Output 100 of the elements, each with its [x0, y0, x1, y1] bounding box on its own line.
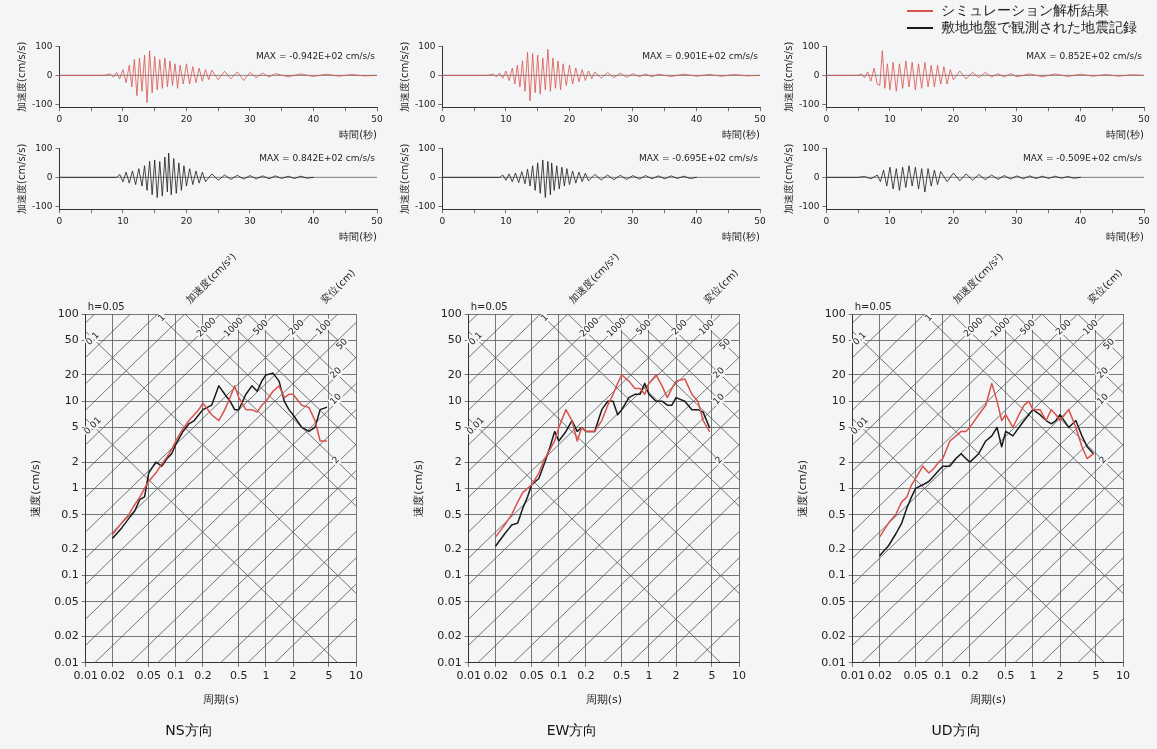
x-tick-label: 30	[1011, 215, 1023, 226]
y-tick-label: 100	[824, 306, 846, 320]
x-axis-title: 時間(秒)	[339, 230, 378, 242]
text: h=0.05	[854, 300, 892, 312]
y-tick-label: 100	[802, 40, 820, 51]
x-tick-label: 0.1	[934, 669, 952, 683]
x-tick-label: 40	[690, 215, 703, 226]
x-tick-label: 30	[1011, 113, 1023, 124]
x-tick-label: 10	[884, 113, 896, 124]
y-tick-label: 0.02	[821, 629, 846, 643]
y-axis-title: 加速度(cm/s/s)	[782, 143, 794, 214]
x-tick-label: 50	[371, 215, 383, 226]
annotation: 10	[327, 391, 344, 407]
x-tick-label: 0.5	[997, 669, 1015, 683]
x-tick-label: 50	[371, 113, 383, 124]
x-axis-title: 周期(s)	[969, 693, 1007, 707]
annotation: 1	[155, 311, 167, 324]
y-tick-label: -100	[798, 98, 820, 109]
x-tick-label: 2	[1056, 669, 1064, 683]
x-tick-label: 20	[180, 113, 193, 124]
annotation: 20	[1094, 364, 1111, 381]
y-tick-label: 5	[454, 420, 462, 434]
y-tick-label: 0.1	[444, 568, 462, 582]
y-tick-label: 0.05	[821, 594, 846, 608]
annotation: 50	[333, 336, 350, 352]
y-tick-label: 50	[447, 333, 462, 347]
x-tick-label: 0.02	[483, 669, 509, 683]
annotation: 20	[710, 364, 727, 381]
y-tick-label: 5	[838, 420, 846, 434]
text: h=0.05	[470, 300, 508, 312]
x-tick-label: 30	[627, 215, 639, 226]
x-tick-label: 20	[563, 215, 576, 226]
annotation: 100	[1080, 317, 1101, 337]
x-tick-label: 5	[1092, 669, 1100, 683]
x-tick-label: 10	[349, 669, 363, 683]
x-tick-label: 50	[754, 215, 766, 226]
x-tick-label: 0.05	[519, 669, 544, 683]
x-tick-label: 1	[262, 669, 270, 683]
annotation: MAX = 0.842E+02 cm/s/s	[259, 152, 376, 163]
y-tick-label: 1	[454, 481, 462, 495]
x-tick-label: 30	[627, 113, 639, 124]
x-tick-label: 40	[1074, 215, 1087, 226]
legend-label: シミュレーション解析結果	[941, 2, 1109, 19]
annotation: 10	[1094, 391, 1111, 407]
x-tick-label: 2	[289, 669, 297, 683]
y-tick-label: 0.01	[54, 655, 79, 669]
annotation: 200	[286, 317, 307, 337]
annotation: 2	[1096, 454, 1109, 466]
y-tick-label: 0.05	[54, 594, 79, 608]
y-tick-label: 0	[46, 69, 53, 80]
x-tick-label: 5	[325, 669, 333, 683]
y-tick-label: 100	[440, 306, 462, 320]
y-tick-label: 100	[35, 142, 53, 153]
y-tick-label: 0.1	[828, 568, 846, 582]
annotation: 0.1	[850, 329, 868, 347]
y-axis-title: 速度(cm/s)	[796, 460, 810, 517]
x-axis-title: 時間(秒)	[1106, 128, 1145, 140]
x-tick-label: 0.2	[577, 669, 595, 683]
y-tick-label: 0	[46, 171, 53, 182]
x-tick-label: 10	[1116, 669, 1130, 683]
y-tick-label: -100	[798, 200, 820, 211]
x-tick-label: 30	[244, 215, 256, 226]
y-tick-label: 0.05	[437, 594, 462, 608]
x-tick-label: 0.5	[613, 669, 631, 683]
y-tick-label: 5	[71, 420, 79, 434]
y-axis-title: 速度(cm/s)	[412, 460, 426, 517]
annotation: MAX = 0.901E+02 cm/s/s	[642, 50, 759, 61]
annotation: 50	[716, 336, 733, 352]
x-tick-label: 10	[732, 669, 746, 683]
x-tick-label: 20	[947, 215, 960, 226]
x-axis-title: 時間(秒)	[1106, 230, 1145, 242]
y-tick-label: 0.02	[54, 629, 79, 643]
x-tick-label: 30	[244, 113, 256, 124]
y-tick-label: 20	[831, 367, 846, 381]
y-axis-title: 速度(cm/s)	[29, 460, 43, 517]
annotation: 200	[1053, 317, 1074, 337]
y-axis-title: 加速度(cm/s/s)	[15, 41, 27, 112]
x-axis-title: 時間(秒)	[339, 128, 378, 140]
annotation: 500	[1017, 317, 1038, 337]
y-tick-label: 20	[64, 367, 79, 381]
annotation: 20	[327, 364, 344, 381]
x-tick-label: 10	[117, 113, 129, 124]
y-tick-label: 0.2	[61, 542, 79, 556]
y-tick-label: 0.5	[444, 507, 462, 521]
x-tick-label: 20	[947, 113, 960, 124]
text: EW方向	[546, 722, 598, 739]
text: h=0.05	[87, 300, 125, 312]
x-tick-label: 50	[1138, 215, 1150, 226]
annotation: 100	[313, 317, 334, 337]
x-tick-label: 10	[884, 215, 896, 226]
y-tick-label: 0	[813, 69, 820, 80]
y-tick-label: 100	[418, 40, 436, 51]
y-axis-title: 加速度(cm/s/s)	[398, 41, 410, 112]
y-axis-title: 加速度(cm/s/s)	[15, 143, 27, 214]
annotation: 1	[922, 311, 934, 324]
annotation: MAX = -0.695E+02 cm/s/s	[638, 152, 759, 163]
y-axis-title: 加速度(cm/s/s)	[782, 41, 794, 112]
x-tick-label: 50	[1138, 113, 1150, 124]
x-tick-label: 40	[307, 113, 320, 124]
y-tick-label: 10	[447, 394, 462, 408]
